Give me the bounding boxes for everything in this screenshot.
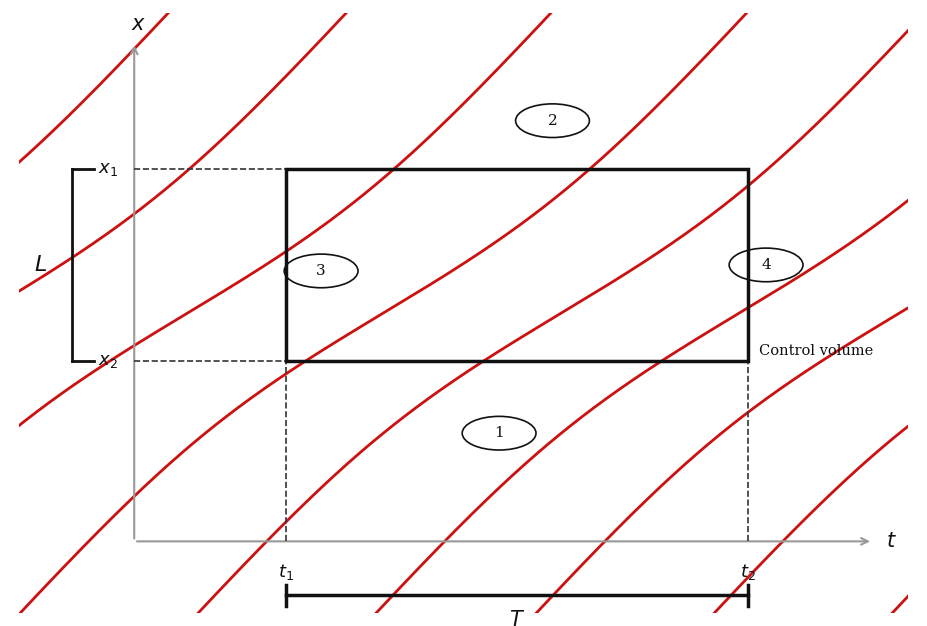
Text: $x$: $x$ [131, 14, 146, 34]
Bar [286, 169, 748, 361]
Text: $x_2$: $x_2$ [98, 352, 119, 370]
Text: 3: 3 [316, 264, 326, 278]
Text: Control volume: Control volume [759, 344, 873, 358]
Text: $t$: $t$ [886, 532, 897, 551]
Text: $L$: $L$ [34, 254, 47, 276]
Text: $x_1$: $x_1$ [98, 160, 119, 178]
Text: $T$: $T$ [509, 610, 525, 626]
Text: $t_1$: $t_1$ [277, 562, 294, 582]
Text: 2: 2 [548, 114, 557, 128]
Text: 1: 1 [494, 426, 504, 440]
Text: 4: 4 [761, 258, 771, 272]
Text: $t_2$: $t_2$ [741, 562, 756, 582]
